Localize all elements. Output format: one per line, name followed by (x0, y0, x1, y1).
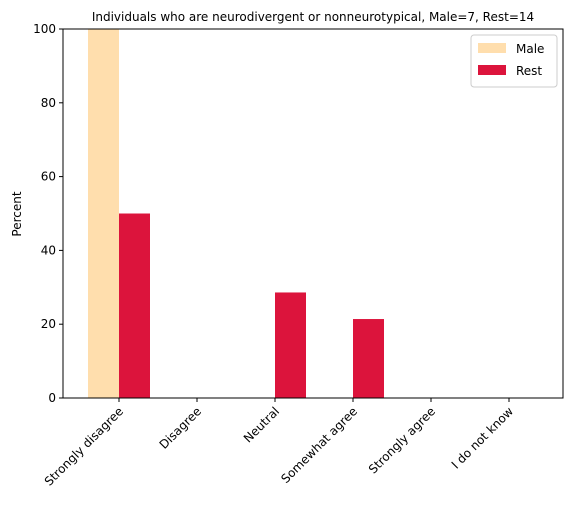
chart-title: Individuals who are neurodivergent or no… (92, 10, 534, 24)
legend-label-male: Male (516, 42, 544, 56)
bars-group (88, 29, 384, 398)
y-axis-label: Percent (10, 191, 24, 236)
y-tick-label: 80 (41, 96, 56, 110)
x-tick-label: Somewhat agree (278, 404, 360, 486)
legend-label-rest: Rest (516, 64, 542, 78)
plot-frame (62, 28, 564, 399)
y-tick-label: 20 (41, 317, 56, 331)
bar-rest-3 (353, 319, 384, 398)
x-tick-label: I do not know (449, 404, 517, 472)
y-tick-label: 40 (41, 243, 56, 257)
y-tick-label: 0 (48, 391, 56, 405)
y-tick-label: 60 (41, 170, 56, 184)
x-tick-label: Strongly agree (366, 404, 438, 476)
legend-swatch-male (478, 43, 506, 53)
legend-swatch-rest (478, 65, 506, 75)
bar-rest-0 (119, 213, 150, 398)
x-tick-label: Neutral (241, 404, 282, 445)
bar-male-0 (88, 29, 119, 398)
x-tick-label: Strongly disagree (42, 404, 126, 488)
y-tick-label: 100 (33, 22, 56, 36)
x-tick-label: Disagree (157, 404, 205, 452)
legend: Male Rest (470, 34, 558, 88)
bar-rest-2 (275, 292, 306, 398)
